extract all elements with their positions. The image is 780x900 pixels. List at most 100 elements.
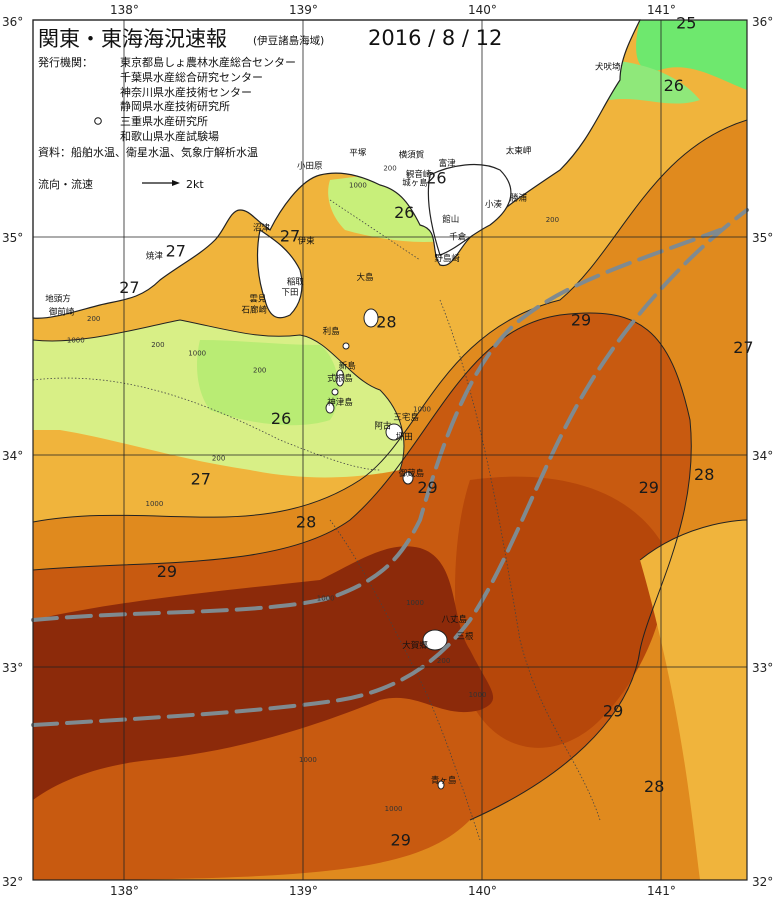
place-label-21: 地頭方 [45, 294, 71, 305]
depth-label-5: 200 [151, 341, 164, 349]
isotherm-labels: 25 26 26 26 27 27 27 28 29 27 26 27 29 29 28 28 29 29 28 29 [119, 14, 753, 850]
issuer-4: 静岡県水産技術研究所 [120, 99, 230, 113]
island-shikinejima [331, 388, 339, 396]
place-label-17: 稲取 [287, 276, 305, 287]
land-boso [427, 164, 512, 256]
isotherm-label-4: 27 [166, 242, 186, 261]
lon-tick-bottom-138: 138° [110, 884, 139, 898]
lat-tick-left-35: 35° [2, 231, 23, 245]
isotherm-label-9: 27 [733, 338, 753, 357]
isotherm-label-18: 28 [644, 777, 664, 796]
sst-band-25-north [636, 20, 747, 90]
land-honshu [32, 19, 641, 319]
depth-label-7: 200 [253, 367, 266, 375]
lat-tick-right-34: 34° [752, 449, 773, 463]
isotherm-label-6: 27 [119, 278, 139, 297]
isotherm-label-13: 29 [639, 478, 659, 497]
issuer-2: 千葉県水産総合研究センター [120, 70, 263, 84]
place-label-26: 神津島 [327, 397, 353, 408]
depth-label-4: 1000 [67, 337, 85, 345]
place-label-2: 勝浦 [510, 193, 528, 204]
issuers-label: 発行機関： [38, 55, 93, 69]
depth-label-2: 200 [546, 216, 559, 224]
legend-label: 流向・流速 [38, 177, 93, 191]
place-label-20: 石廊崎 [242, 304, 268, 315]
lat-tick-left-33: 33° [2, 661, 23, 675]
lat-tick-right-36: 36° [752, 15, 773, 29]
issuer-3: 神奈川県水産技術センター [120, 85, 252, 99]
place-label-34: 青ヶ島 [431, 775, 457, 786]
depth-contours [32, 199, 601, 841]
lon-tick-top-138: 138° [110, 3, 139, 17]
place-label-0: 犬吠埼 [595, 61, 621, 72]
depth-label-13: 200 [437, 657, 450, 665]
isotherm-label-11: 27 [191, 469, 211, 488]
place-label-6: 横須賀 [399, 150, 425, 161]
depth-label-8: 1000 [413, 405, 431, 413]
map-date: 2016 / 8 / 12 [368, 26, 502, 50]
lon-tick-top-140: 140° [468, 3, 497, 17]
place-label-24: 新島 [339, 360, 357, 371]
lon-tick-bottom-140: 140° [468, 884, 497, 898]
lat-tick-left-32: 32° [2, 875, 23, 889]
depth-label-12: 1000 [406, 599, 424, 607]
depth-label-15: 1000 [299, 756, 317, 764]
depth-labels: 1000 200 200 200 1000 200 1000 200 1000 200 1000 10… [67, 165, 559, 814]
sources-note: 資料：船舶水温、衛星水温、気象庁解析水温 [38, 145, 258, 159]
issuer-5: 三重県水産研究所 [120, 114, 208, 128]
place-label-27: 三宅島 [393, 412, 419, 423]
place-label-19: 雲見 [249, 295, 267, 305]
island-mikurajima [402, 471, 414, 485]
place-label-32: 三根 [456, 631, 474, 642]
map-title: 関東・東海海況速報 [38, 27, 227, 51]
depth-label-11: 1000 [317, 595, 335, 603]
isotherm-label-16: 29 [157, 562, 177, 581]
island-kozushima [325, 402, 335, 414]
place-label-11: 千倉 [449, 231, 467, 242]
isotherm-label-17: 29 [603, 702, 623, 721]
kuroshio-axis [31, 208, 749, 727]
graticule [33, 20, 747, 880]
island-niijima [335, 369, 345, 387]
isotherm-label-1: 26 [664, 76, 684, 95]
legend-arrowhead-icon [172, 180, 180, 186]
sst-band-29-east [455, 476, 666, 748]
depth-label-10: 1000 [145, 500, 163, 508]
island-hachijojima [422, 629, 448, 651]
place-label-33: 大賀郷 [402, 640, 428, 651]
isotherm-label-2: 26 [426, 168, 446, 187]
lon-tick-top-141: 141° [647, 3, 676, 17]
place-label-29: 坪田 [396, 432, 413, 442]
island-miyakejima [385, 423, 403, 441]
place-label-15: 伊東 [298, 236, 316, 247]
lat-tick-left-34: 34° [2, 449, 23, 463]
isotherm-label-5: 27 [280, 227, 300, 246]
place-label-1: 太東岬 [506, 145, 532, 156]
place-label-28: 阿古 [374, 421, 392, 432]
isotherm-label-7: 28 [376, 312, 396, 331]
sst-band-30 [33, 546, 494, 800]
sst-band-27-sw [640, 520, 747, 880]
island-toshima [342, 342, 350, 350]
lat-tick-left-36: 36° [2, 15, 23, 29]
place-label-8: 城ヶ島 [402, 178, 428, 189]
place-label-25: 式根島 [327, 373, 353, 384]
lat-tick-right-32: 32° [752, 875, 773, 889]
legend-speed: 2kt [186, 178, 204, 191]
place-label-18: 下田 [281, 288, 298, 298]
isotherms [32, 119, 748, 821]
depth-label-16: 1000 [385, 805, 403, 813]
isotherm-label-12: 29 [417, 478, 437, 497]
isotherm-label-0: 25 [676, 14, 696, 33]
place-label-12: 野島崎 [434, 253, 460, 264]
isotherm-label-15: 28 [296, 512, 316, 531]
place-label-16: 大島 [356, 272, 374, 283]
issuer-1: 東京都島しょ農林水産総合センター [120, 55, 296, 69]
place-label-3: 小湊 [485, 199, 503, 210]
land [32, 19, 641, 319]
isotherm-label-19: 29 [391, 831, 411, 850]
isotherm-label-8: 29 [571, 310, 591, 329]
place-label-4: 富津 [439, 158, 457, 169]
lat-tick-right-35: 35° [752, 231, 773, 245]
